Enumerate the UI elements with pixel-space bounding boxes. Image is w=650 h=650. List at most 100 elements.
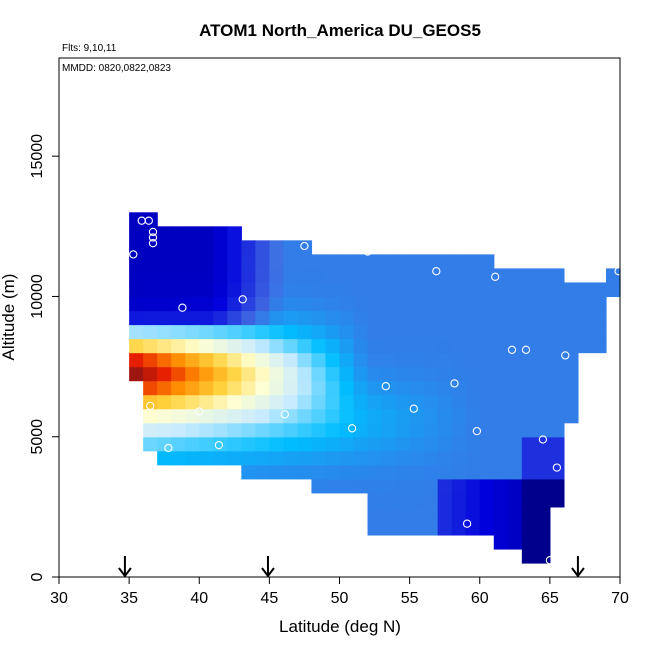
heatmap-cell (283, 450, 299, 466)
heatmap-cell (325, 450, 341, 466)
heatmap-cell (493, 464, 509, 480)
heatmap-cell (395, 310, 411, 326)
heatmap-cell (367, 324, 383, 340)
heatmap-cell (577, 324, 593, 340)
heatmap-cell (213, 254, 228, 270)
heatmap-cell (171, 240, 186, 255)
heatmap-cell (269, 268, 284, 284)
heatmap-cell (479, 310, 495, 326)
heatmap-cell (493, 534, 509, 550)
heatmap-cell (451, 296, 467, 312)
heatmap-cell (339, 464, 355, 480)
heatmap-cell (171, 422, 186, 438)
heatmap-cell (325, 254, 341, 270)
heatmap-cell (269, 310, 284, 326)
heatmap-cell (353, 268, 369, 284)
heatmap-cell (591, 310, 607, 326)
heatmap-cell (423, 296, 439, 312)
heatmap-cell (451, 254, 467, 270)
flight-point (521, 345, 531, 354)
heatmap-cell (283, 366, 299, 382)
heatmap-cell (171, 282, 186, 298)
heatmap-cell (549, 394, 565, 410)
heatmap-cell (199, 254, 214, 270)
heatmap-cell (157, 450, 172, 466)
heatmap-cell (185, 324, 200, 340)
heatmap-cell (129, 282, 144, 298)
heatmap-cell (521, 548, 537, 564)
heatmap-cell (493, 338, 509, 354)
heatmap-cell (395, 520, 411, 536)
heatmap-cell (325, 338, 341, 354)
heatmap-cell (409, 352, 425, 368)
heatmap-cell (143, 282, 158, 298)
heatmap-cell (283, 408, 299, 424)
heatmap-cell (325, 268, 341, 284)
heatmap-cell (185, 408, 200, 424)
flight-point (146, 401, 155, 411)
flight-point (214, 440, 224, 450)
heatmap-cell (171, 352, 186, 368)
heatmap-cell (451, 408, 467, 424)
heatmap-cell (465, 310, 481, 326)
heatmap-cell (143, 324, 158, 340)
heatmap-cell (297, 352, 313, 368)
heatmap-cell (521, 268, 537, 284)
heatmap-cell (255, 366, 270, 382)
heatmap-cell (297, 310, 313, 326)
y-tick-label: 0 (29, 572, 46, 581)
heatmap-cell (185, 394, 200, 410)
heatmap-cell (395, 478, 411, 494)
heatmap-cell (241, 324, 256, 340)
heatmap-cell (535, 268, 551, 284)
heatmap-cell (395, 436, 411, 452)
heatmap-cell (241, 296, 256, 312)
heatmap-cell (199, 394, 214, 410)
heatmap-cell (465, 338, 481, 354)
flight-point (148, 233, 158, 242)
heatmap-cell (325, 464, 341, 480)
heatmap-cell (423, 506, 439, 522)
flight-point (148, 239, 158, 248)
heatmap-cell (213, 240, 228, 255)
heatmap-cell (353, 380, 369, 396)
heatmap-cell (213, 450, 228, 466)
heatmap-cell (297, 380, 313, 396)
flight-point (462, 519, 472, 528)
heatmap-cell (269, 240, 284, 255)
heatmap-cell (549, 352, 565, 368)
heatmap-cell (563, 282, 579, 298)
heatmap-cell (493, 492, 509, 508)
heatmap-cell (339, 366, 355, 382)
heatmap-cell (409, 492, 425, 508)
heatmap-cell (255, 282, 270, 298)
heatmap-cell (241, 450, 256, 466)
heatmap-cell (353, 408, 369, 424)
heatmap-cell (437, 268, 453, 284)
heatmap-cell (255, 268, 270, 284)
heatmap-cell (199, 408, 214, 424)
heatmap-cell (255, 408, 270, 424)
heatmap-cell (521, 380, 537, 396)
heatmap-cell (493, 380, 509, 396)
heatmap-cell (535, 282, 551, 298)
heatmap-cell (129, 268, 144, 284)
heatmap-cell (311, 478, 327, 494)
flight-point (144, 216, 153, 225)
x-axis: 30 35 40 45 50 55 60 65 70 (50, 577, 629, 607)
heatmap-cell (409, 478, 425, 494)
y-axis: 0 5000 10000 15000 (29, 134, 59, 581)
heatmap-cell (395, 394, 411, 410)
heatmap-cell (381, 268, 397, 284)
heatmap-cell (493, 282, 509, 298)
heatmap-cell (395, 352, 411, 368)
heatmap-cell (227, 226, 242, 241)
heatmap-cell (493, 394, 509, 410)
heatmap-cell (199, 310, 214, 326)
x-axis-label: Latitude (deg N) (279, 617, 401, 636)
x-tick-label: 35 (120, 590, 138, 607)
heatmap-cell (549, 450, 565, 466)
heatmap-cell (297, 324, 313, 340)
heatmap-cell (325, 380, 341, 396)
heatmap-cell (283, 324, 299, 340)
